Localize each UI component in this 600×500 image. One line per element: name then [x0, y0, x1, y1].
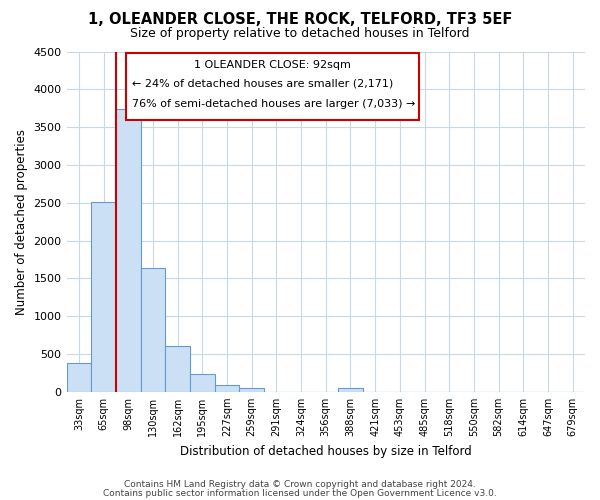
Bar — [239, 388, 264, 392]
Bar — [338, 388, 363, 392]
X-axis label: Distribution of detached houses by size in Telford: Distribution of detached houses by size … — [180, 444, 472, 458]
Text: ← 24% of detached houses are smaller (2,171): ← 24% of detached houses are smaller (2,… — [133, 78, 394, 88]
Bar — [215, 385, 239, 392]
Text: Contains HM Land Registry data © Crown copyright and database right 2024.: Contains HM Land Registry data © Crown c… — [124, 480, 476, 489]
Text: 1 OLEANDER CLOSE: 92sqm: 1 OLEANDER CLOSE: 92sqm — [194, 60, 351, 70]
Bar — [67, 363, 91, 392]
Bar — [190, 374, 215, 392]
Y-axis label: Number of detached properties: Number of detached properties — [15, 128, 28, 314]
Bar — [140, 268, 165, 392]
Text: 1, OLEANDER CLOSE, THE ROCK, TELFORD, TF3 5EF: 1, OLEANDER CLOSE, THE ROCK, TELFORD, TF… — [88, 12, 512, 28]
Bar — [116, 109, 140, 392]
Text: 76% of semi-detached houses are larger (7,033) →: 76% of semi-detached houses are larger (… — [133, 99, 416, 109]
Text: Contains public sector information licensed under the Open Government Licence v3: Contains public sector information licen… — [103, 488, 497, 498]
Bar — [165, 346, 190, 392]
FancyBboxPatch shape — [126, 53, 419, 120]
Bar — [91, 202, 116, 392]
Text: Size of property relative to detached houses in Telford: Size of property relative to detached ho… — [130, 28, 470, 40]
